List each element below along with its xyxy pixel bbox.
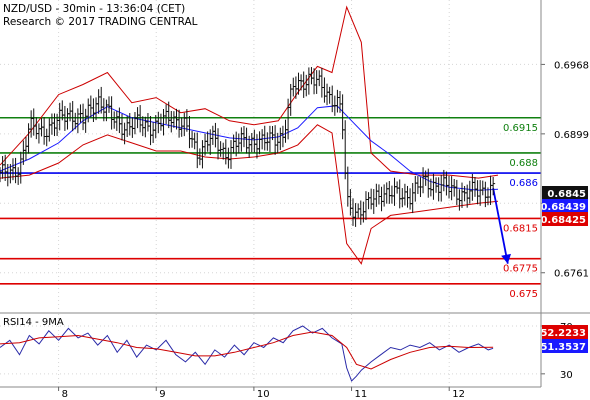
series-rsi-ma [0,331,494,370]
rsi-vertical-gridlines [58,314,450,387]
price-badge-moving_average-label: 0.68439 [540,202,586,213]
x-axis-ticks: 8 9 10 11 12 [58,387,465,400]
rsi-badge-rsi-label: 51.3537 [540,342,586,353]
rsi-badge-signal-label: 52.2233 [540,328,586,339]
x-tick-label: 8 [62,389,68,400]
level-label-support: 0.6775 [503,264,538,275]
price-badge-price-label: 0.6845 [547,189,586,200]
forecast-arrow-shaft [492,188,509,264]
price-badge-lower-bg [542,212,588,226]
price-y-tick-label: 0.6968 [554,60,589,71]
price-y-tick-label: 0.6761 [554,269,589,280]
forecast-arrow-head [501,253,511,264]
credit-label: Research © 2017 TRADING CENTRAL [3,16,198,28]
rsi-value-badges: 52.2233 51.3537 [540,325,588,353]
series-bollinger-lower [0,124,499,265]
pair-label: NZD/USD - 30min - 13:36:04 (CET) [3,3,185,15]
rsi-title: RSI14 - 9MA [3,317,64,328]
rsi-badge-rsi-bg [542,339,588,353]
price-candles [0,67,496,227]
x-tick-label: 10 [257,389,270,400]
level-label-support: 0.675 [509,289,538,300]
x-tick-label: 11 [355,389,368,400]
level-label-resistance: 0.6915 [503,123,538,134]
support-resistance-levels: 0.6915 0.688 0.686 0.6815 0.6775 0.675 [0,116,541,300]
price-plot-area [0,0,541,312]
price-series [0,5,511,265]
price-vertical-gridlines [58,0,450,312]
series-rsi [0,325,494,382]
rsi-series [0,325,494,382]
level-label-pivot: 0.686 [509,178,538,189]
series-moving-average [0,105,499,191]
price-badge-lower-label: 0.68425 [540,215,586,226]
series-bollinger-upper [0,5,499,179]
rsi-y-tick-label: 30 [560,370,573,381]
price-badge-price-bg [542,186,588,200]
x-tick-label: 12 [452,389,465,400]
price-badge-moving_average-bg [542,199,588,213]
level-label-support: 0.6815 [503,223,538,234]
x-tick-label: 9 [159,389,165,400]
rsi-horizontal-gridlines [0,325,541,375]
price-value-badges: 0.6845 0.68439 0.68425 [540,186,588,226]
level-label-resistance: 0.688 [509,158,538,169]
rsi-badge-signal-bg [542,325,588,339]
price-y-tick-label: 0.6899 [554,130,589,141]
